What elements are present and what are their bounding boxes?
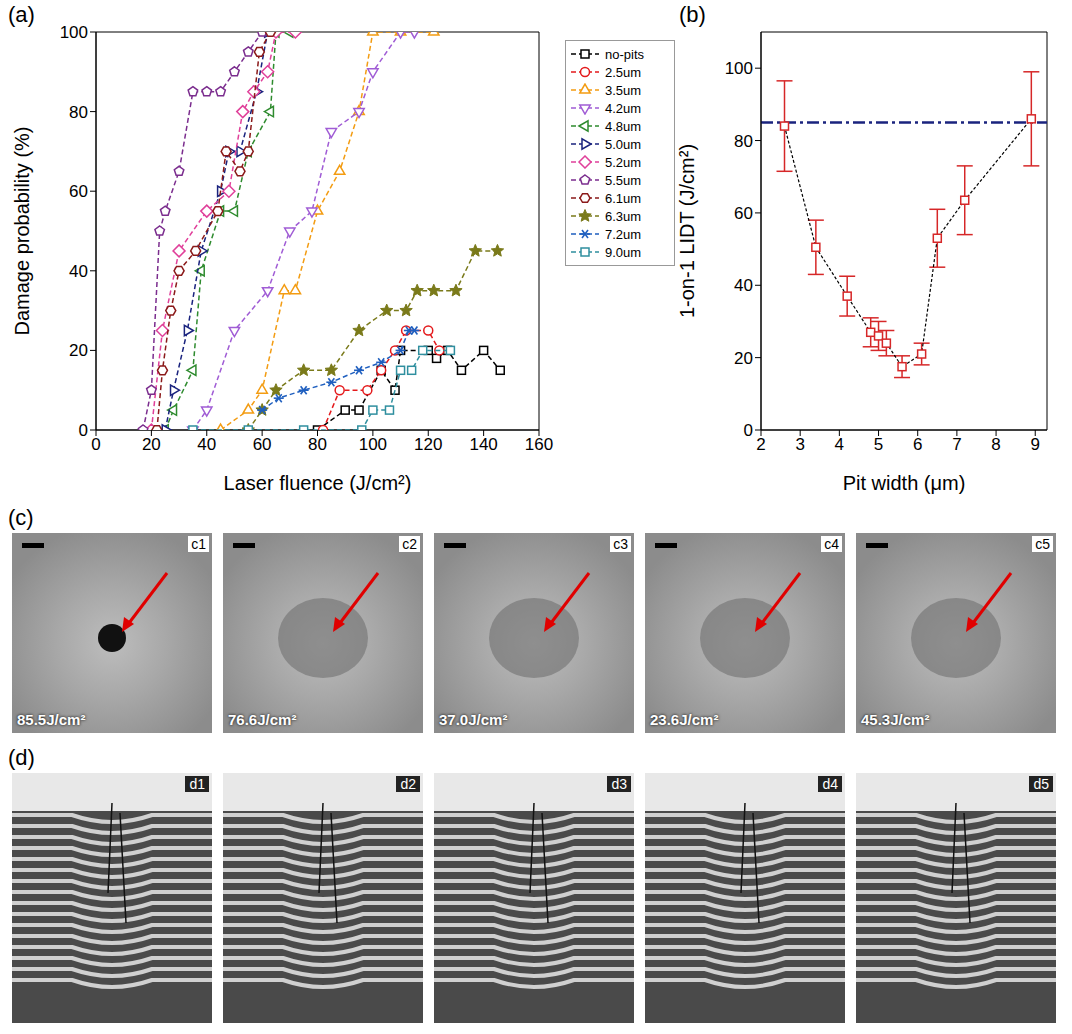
html-text:(a): (a) xyxy=(8,2,35,27)
html-text:4.2um: 4.2um xyxy=(605,100,642,116)
svg-text:6: 6 xyxy=(913,435,922,454)
html-text:(d): (d) xyxy=(8,745,35,770)
svg-text:100: 100 xyxy=(359,435,387,454)
html-text:d1: d1 xyxy=(189,776,205,792)
svg-text:Laser fluence (J/cm²): Laser fluence (J/cm²) xyxy=(224,472,412,494)
html-text:d2: d2 xyxy=(400,776,416,792)
svg-text:100: 100 xyxy=(725,59,753,78)
html-text:3.5um: 3.5um xyxy=(605,82,642,98)
html-text:45.3J/cm²: 45.3J/cm² xyxy=(861,711,930,728)
html-text:2.5um: 2.5um xyxy=(605,64,642,80)
svg-text:5: 5 xyxy=(874,435,883,454)
svg-text:60: 60 xyxy=(734,204,753,223)
svg-text:9: 9 xyxy=(1031,435,1040,454)
svg-text:160: 160 xyxy=(525,435,553,454)
svg-text:0: 0 xyxy=(91,435,100,454)
svg-text:60: 60 xyxy=(253,435,272,454)
html-text:c3: c3 xyxy=(613,536,628,552)
svg-text:80: 80 xyxy=(734,132,753,151)
html-text:37.0J/cm²: 37.0J/cm² xyxy=(439,711,508,728)
html-text:6.3um: 6.3um xyxy=(605,208,642,224)
svg-text:1-on-1 LIDT (J/cm²): 1-on-1 LIDT (J/cm²) xyxy=(676,144,698,318)
svg-text:2: 2 xyxy=(756,435,765,454)
svg-text:20: 20 xyxy=(142,435,161,454)
html-text:76.6J/cm²: 76.6J/cm² xyxy=(228,711,297,728)
svg-text:120: 120 xyxy=(414,435,442,454)
svg-text:40: 40 xyxy=(197,435,216,454)
html-text:7.2um: 7.2um xyxy=(605,226,642,242)
html-text:85.5J/cm²: 85.5J/cm² xyxy=(17,711,86,728)
html-text:5.2um: 5.2um xyxy=(605,154,642,170)
svg-text:140: 140 xyxy=(469,435,497,454)
html-text:23.6J/cm²: 23.6J/cm² xyxy=(650,711,719,728)
svg-text:40: 40 xyxy=(734,276,753,295)
html-text:d3: d3 xyxy=(611,776,627,792)
html-text:c5: c5 xyxy=(1035,536,1050,552)
html-text:c2: c2 xyxy=(402,536,417,552)
html-text:5.5um: 5.5um xyxy=(605,172,642,188)
html-text:6.1um: 6.1um xyxy=(605,190,642,206)
svg-text:20: 20 xyxy=(734,349,753,368)
html-text:(c): (c) xyxy=(8,505,34,530)
html-text:(b): (b) xyxy=(679,2,706,27)
html-text:d4: d4 xyxy=(822,776,838,792)
svg-text:8: 8 xyxy=(991,435,1000,454)
html-text:c4: c4 xyxy=(824,536,839,552)
svg-text:Pit width (μm): Pit width (μm) xyxy=(843,472,966,494)
html-text:no-pits: no-pits xyxy=(605,46,644,62)
html-text:c1: c1 xyxy=(191,536,206,552)
html-text:5.0um: 5.0um xyxy=(605,136,642,152)
svg-text:0: 0 xyxy=(744,421,753,440)
html-text:9.0um: 9.0um xyxy=(605,244,642,260)
svg-text:4: 4 xyxy=(835,435,844,454)
svg-text:100: 100 xyxy=(60,23,88,42)
svg-text:20: 20 xyxy=(69,341,88,360)
html-text:4.8um: 4.8um xyxy=(605,118,642,134)
svg-text:7: 7 xyxy=(952,435,961,454)
html-text:d5: d5 xyxy=(1033,776,1049,792)
svg-text:Damage probability (%): Damage probability (%) xyxy=(11,127,33,336)
svg-text:40: 40 xyxy=(69,262,88,281)
svg-text:60: 60 xyxy=(69,182,88,201)
svg-text:80: 80 xyxy=(69,103,88,122)
svg-text:0: 0 xyxy=(79,421,88,440)
svg-text:80: 80 xyxy=(308,435,327,454)
svg-text:3: 3 xyxy=(795,435,804,454)
